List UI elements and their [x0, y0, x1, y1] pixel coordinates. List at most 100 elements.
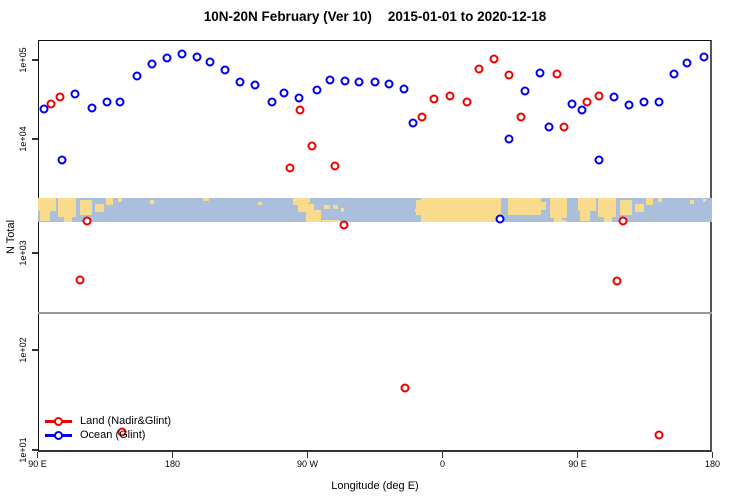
- map-land-patch: [553, 217, 562, 222]
- data-point-ocean: [399, 84, 408, 94]
- legend-symbol-ocean: [45, 430, 72, 440]
- data-point-ocean: [520, 86, 530, 96]
- x-tick-label: 180: [704, 459, 721, 469]
- y-tick: [31, 252, 38, 254]
- map-land-patch: [299, 198, 310, 203]
- y-tick: [31, 59, 38, 61]
- data-point-land: [594, 91, 603, 101]
- data-point-ocean: [235, 77, 245, 87]
- map-land-patch: [57, 198, 76, 218]
- map-land-patch: [577, 198, 596, 212]
- map-land-patch: [645, 198, 653, 206]
- data-point-ocean: [87, 103, 96, 113]
- map-land-patch: [549, 198, 567, 219]
- y-tick: [31, 449, 38, 451]
- y-tick-label: 1e+04: [18, 126, 28, 152]
- data-point-land: [552, 69, 561, 79]
- map-land-patch: [689, 200, 694, 204]
- map-land-patch: [561, 220, 566, 222]
- data-point-ocean: [699, 52, 708, 62]
- data-point-ocean: [279, 88, 288, 98]
- data-point-ocean: [177, 49, 186, 59]
- data-point-ocean: [132, 71, 141, 81]
- data-point-land: [285, 163, 294, 173]
- data-point-ocean: [325, 75, 335, 85]
- legend-label-ocean: Ocean (Glint): [80, 429, 146, 441]
- data-point-ocean: [147, 59, 156, 69]
- map-land-patch: [94, 204, 104, 213]
- legend-marker-land-icon: [54, 416, 63, 426]
- data-point-land: [582, 97, 591, 107]
- map-land-patch: [634, 204, 644, 213]
- map-land-patch: [37, 198, 56, 212]
- data-point-ocean: [504, 134, 513, 144]
- data-point-ocean: [102, 97, 111, 107]
- data-point-ocean: [294, 93, 303, 103]
- map-land-patch: [332, 205, 338, 209]
- map-land-patch: [321, 219, 340, 222]
- data-point-ocean: [495, 214, 504, 224]
- map-land-patch: [79, 199, 92, 215]
- data-point-ocean: [220, 65, 230, 75]
- data-point-ocean: [205, 57, 215, 67]
- x-tick-label: 0: [439, 459, 445, 469]
- legend-marker-ocean-icon: [54, 430, 63, 440]
- map-land-patch: [420, 198, 501, 222]
- legend-symbol-land: [45, 416, 72, 426]
- y-tick: [31, 349, 38, 351]
- data-point-ocean: [192, 52, 201, 62]
- data-point-ocean: [594, 155, 603, 165]
- map-land-patch: [297, 204, 314, 213]
- map-land-patch: [579, 208, 590, 221]
- data-point-ocean: [250, 80, 260, 90]
- x-tick: [36, 452, 39, 458]
- data-point-ocean: [669, 69, 678, 79]
- y-tick-label: 1e+02: [18, 337, 28, 363]
- plot-area: [37, 40, 712, 452]
- data-point-land: [654, 430, 663, 440]
- data-point-land: [504, 70, 513, 80]
- data-point-land: [117, 427, 126, 437]
- data-point-ocean: [115, 97, 125, 107]
- x-tick: [171, 452, 174, 458]
- data-point-ocean: [544, 122, 554, 132]
- x-axis-label: Longitude (deg E): [331, 480, 419, 492]
- legend-item-land: Land (Nadir&Glint): [45, 414, 171, 428]
- data-point-ocean: [340, 76, 350, 86]
- data-point-land: [612, 276, 621, 286]
- map-land-patch: [202, 198, 209, 201]
- map-land-patch: [63, 214, 72, 222]
- data-point-land: [516, 112, 525, 122]
- data-point-land: [55, 92, 65, 102]
- x-tick: [306, 452, 309, 458]
- data-point-ocean: [384, 79, 393, 89]
- map-land-patch: [603, 214, 612, 222]
- data-point-land: [445, 91, 455, 101]
- data-point-ocean: [682, 58, 692, 68]
- data-point-land: [330, 161, 339, 171]
- map-land-patch: [619, 199, 632, 215]
- x-tick-label: 180: [164, 459, 181, 469]
- data-point-ocean: [370, 77, 380, 87]
- data-point-ocean: [312, 85, 321, 95]
- data-point-land: [295, 105, 305, 115]
- chart-title-dates: 2015-01-01 to 2020-12-18: [387, 9, 547, 24]
- map-land-patch: [702, 199, 706, 202]
- x-tick: [576, 452, 579, 458]
- data-point-ocean: [267, 97, 276, 107]
- map-land-patch: [597, 198, 616, 218]
- legend-label-land: Land (Nadir&Glint): [80, 415, 172, 427]
- divider-line: [37, 312, 712, 314]
- map-land-patch: [323, 205, 330, 209]
- map-land-patch: [415, 200, 421, 215]
- data-point-ocean: [354, 77, 363, 87]
- data-point-land: [82, 216, 92, 226]
- data-point-ocean: [567, 99, 576, 109]
- data-point-land: [339, 220, 348, 230]
- map-land-patch: [39, 208, 50, 221]
- y-tick-label: 1e+05: [18, 47, 28, 73]
- x-tick-label: 90 E: [28, 459, 47, 469]
- data-point-ocean: [162, 53, 171, 63]
- data-point-ocean: [624, 100, 633, 110]
- data-point-land: [474, 64, 483, 74]
